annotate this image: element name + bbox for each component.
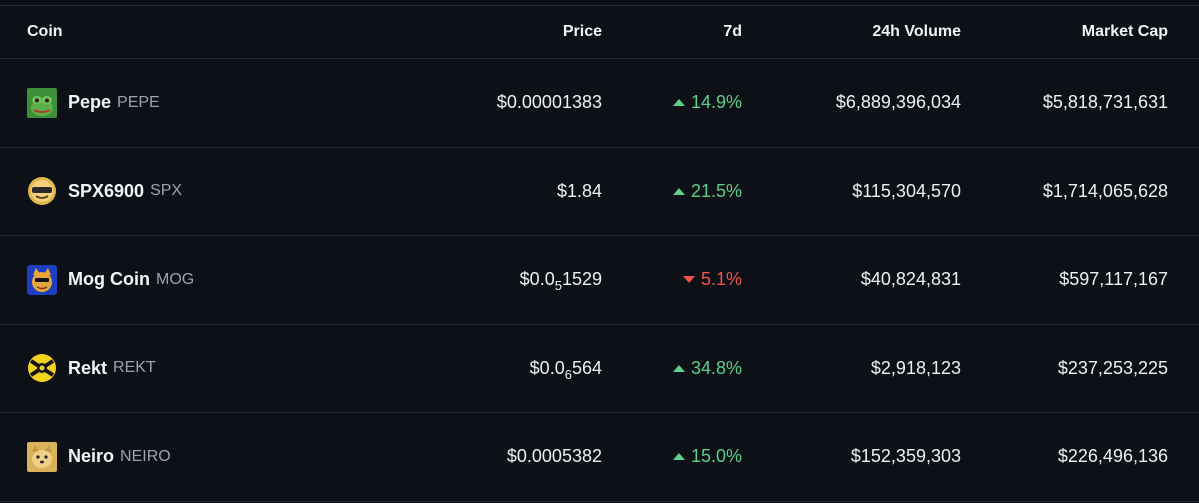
coin-symbol: MOG <box>155 270 195 288</box>
market-cap: $226,496,136 <box>1057 446 1168 467</box>
spx6900-icon <box>27 176 57 206</box>
market-cap: $5,818,731,631 <box>1042 92 1168 113</box>
change-7d: 21.5% <box>672 180 742 202</box>
arrow-up-icon <box>672 187 685 195</box>
header-24h-volume[interactable]: 24h Volume <box>872 23 961 40</box>
volume-24h: $152,359,303 <box>850 446 961 467</box>
table-row[interactable]: SPX6900 SPX $1.84 21.5% $115,304,570 $1,… <box>0 148 1199 236</box>
change-7d-value: 21.5% <box>690 180 742 201</box>
market-cap: $237,253,225 <box>1057 357 1168 378</box>
table-row[interactable]: Mog Coin MOG $0.051529 5.1% $40,824,831 … <box>0 236 1199 325</box>
table-row[interactable]: Rekt REKT $0.06564 34.8% $2,918,123 $237… <box>0 325 1199 413</box>
coin-table: Coin Price 7d 24h Volume Market Cap Pepe… <box>0 5 1199 502</box>
price-cell: $0.06564 <box>530 325 602 413</box>
change-7d: 14.9% <box>672 92 742 113</box>
coin-symbol: NEIRO <box>120 447 171 465</box>
arrow-up-icon <box>672 99 685 107</box>
change-7d-value: 34.8% <box>690 357 742 378</box>
rekt-icon <box>27 353 57 383</box>
coin-name[interactable]: Neiro <box>68 446 115 467</box>
coin-name[interactable]: Rekt <box>68 357 108 378</box>
coin-cell[interactable]: Rekt REKT <box>27 325 156 413</box>
price-value: $0.051529 <box>519 269 602 294</box>
volume-24h: $2,918,123 <box>870 357 961 378</box>
table-row[interactable]: Pepe PEPE $0.00001383 14.9% $6,889,396,0… <box>0 59 1199 148</box>
table-row[interactable]: Neiro NEIRO $0.0005382 15.0% $152,359,30… <box>0 413 1199 502</box>
change-7d-cell: 14.9% <box>672 59 742 147</box>
price-zero-count: 5 <box>554 278 562 294</box>
market-cap: $597,117,167 <box>1059 269 1168 290</box>
price-suffix: 1529 <box>561 269 602 290</box>
price-suffix: 564 <box>571 357 602 378</box>
price-cell: $0.0005382 <box>507 413 602 501</box>
price-value: $0.00001383 <box>496 92 602 113</box>
coin-cell[interactable]: SPX6900 SPX <box>27 148 182 236</box>
change-7d: 15.0% <box>672 446 742 467</box>
change-7d-value: 5.1% <box>700 269 742 290</box>
header-price[interactable]: Price <box>562 23 602 40</box>
price-value: $0.0005382 <box>506 446 602 467</box>
price-cell: $0.051529 <box>520 236 602 324</box>
price-cell: $0.00001383 <box>497 59 602 147</box>
pepe-frog-icon <box>27 87 57 118</box>
change-7d-cell: 21.5% <box>672 148 742 236</box>
neiro-dog-icon <box>27 441 57 472</box>
coin-symbol: PEPE <box>117 93 160 111</box>
header-coin[interactable]: Coin <box>27 23 63 40</box>
price-value: $0.06564 <box>529 357 602 382</box>
change-7d-cell: 34.8% <box>672 325 742 413</box>
coin-name[interactable]: SPX6900 <box>68 180 145 201</box>
coin-name[interactable]: Pepe <box>68 92 112 113</box>
coin-symbol: REKT <box>113 359 156 377</box>
arrow-up-icon <box>672 364 685 372</box>
table-header: Coin Price 7d 24h Volume Market Cap <box>0 6 1199 59</box>
header-7d[interactable]: 7d <box>723 23 742 40</box>
arrow-down-icon <box>682 276 695 284</box>
change-7d-value: 14.9% <box>690 92 742 113</box>
arrow-up-icon <box>672 453 685 461</box>
coin-name[interactable]: Mog Coin <box>68 269 150 290</box>
change-7d: 5.1% <box>682 269 742 290</box>
price-cell: $1.84 <box>557 148 602 236</box>
coin-cell[interactable]: Mog Coin MOG <box>27 236 194 324</box>
coin-cell[interactable]: Pepe PEPE <box>27 59 160 147</box>
price-prefix: $0.0 <box>529 357 565 378</box>
change-7d-cell: 5.1% <box>682 236 742 324</box>
price-value: $1.84 <box>556 180 602 201</box>
change-7d-value: 15.0% <box>690 446 742 467</box>
header-market-cap[interactable]: Market Cap <box>1081 23 1168 40</box>
volume-24h: $40,824,831 <box>860 269 961 290</box>
coin-cell[interactable]: Neiro NEIRO <box>27 413 171 501</box>
change-7d: 34.8% <box>672 357 742 379</box>
price-prefix: $0.0 <box>519 269 555 290</box>
change-7d-cell: 15.0% <box>672 413 742 501</box>
coin-symbol: SPX <box>150 182 183 200</box>
volume-24h: $115,304,570 <box>852 180 961 201</box>
volume-24h: $6,889,396,034 <box>835 92 961 113</box>
market-cap: $1,714,065,628 <box>1042 180 1168 201</box>
mog-cat-icon <box>27 264 57 295</box>
price-zero-count: 6 <box>564 366 572 382</box>
